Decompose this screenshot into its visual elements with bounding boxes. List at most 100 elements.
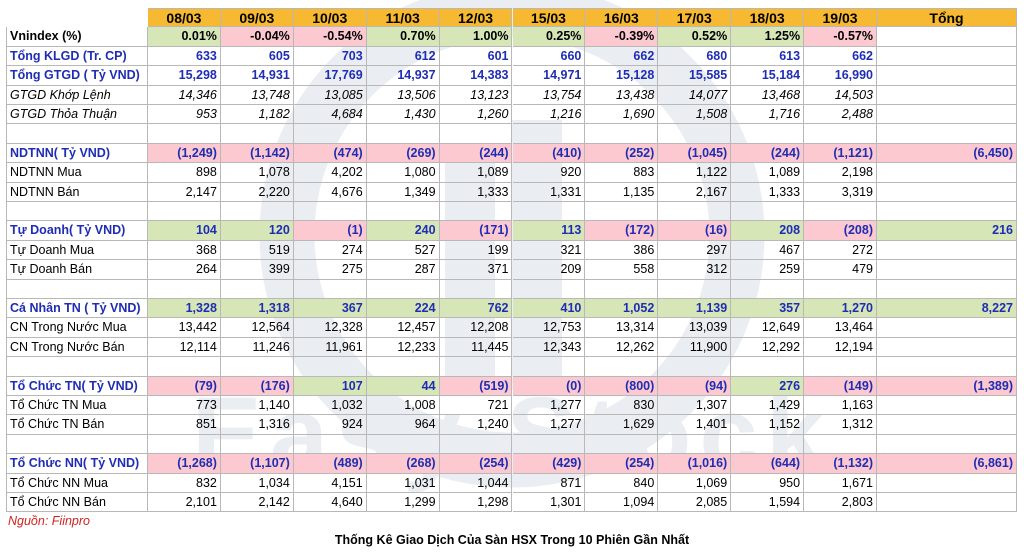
row-label: Tổng KLGD (Tr. CP) [6, 46, 148, 67]
value-cell: 13,314 [585, 318, 659, 338]
row-label: CN Trong Nước Mua [6, 318, 148, 338]
row-label: GTGD Thỏa Thuận [6, 105, 148, 125]
value-cell: 1,031 [366, 473, 440, 493]
value-cell: 12,208 [439, 318, 513, 338]
value-cell: 0.52% [658, 27, 732, 47]
table-row: NDTNN Bán 2,147 2,220 4,676 1,349 1,333 1,331 1… [6, 182, 1017, 202]
value-cell [731, 279, 805, 299]
value-cell: 367 [293, 299, 367, 319]
table-row [6, 124, 1017, 144]
value-cell: 12,564 [220, 318, 294, 338]
value-cell: 1,034 [220, 473, 294, 493]
trading-stats-table: 08/03 09/03 10/03 11/03 12/03 15/03 16/03 17/03… [6, 8, 1017, 513]
value-cell: 240 [366, 221, 440, 241]
value-cell: 924 [293, 415, 367, 435]
value-cell [293, 434, 367, 455]
value-cell: 1,331 [512, 182, 586, 202]
header-date: 18/03 [731, 8, 805, 28]
value-cell [220, 279, 294, 299]
row-label [6, 357, 148, 377]
header-date: 19/03 [804, 8, 877, 28]
value-cell: 15,184 [731, 66, 805, 86]
value-cell: 297 [658, 240, 732, 261]
value-cell [658, 434, 732, 455]
value-cell: 13,468 [731, 85, 805, 105]
value-cell: 1,316 [220, 415, 294, 435]
value-cell: 13,123 [439, 85, 513, 105]
value-cell: 1,349 [366, 182, 440, 202]
value-cell: 4,151 [293, 473, 367, 493]
value-cell: 4,202 [293, 163, 367, 183]
value-cell: 662 [804, 46, 877, 67]
row-label [6, 279, 148, 299]
table-row: Vnindex (%) 0.01% -0.04% -0.54% 0.70% 1.00% 0.… [6, 27, 1017, 47]
value-cell: 920 [512, 163, 586, 183]
value-cell: 14,503 [804, 85, 877, 105]
total-cell: (6,450) [877, 143, 1017, 164]
value-cell: -0.57% [804, 27, 877, 47]
total-cell [877, 396, 1017, 416]
value-cell: 12,262 [585, 337, 659, 358]
value-cell: 558 [585, 260, 659, 280]
row-label: Tổ Chức TN Bán [6, 415, 148, 435]
total-cell [877, 105, 1017, 125]
row-label: Tự Doanh( Tỷ VND) [6, 221, 148, 241]
value-cell [804, 124, 877, 144]
value-cell: 1,333 [439, 182, 513, 202]
value-cell: 1,122 [658, 163, 732, 183]
value-cell: (172) [585, 221, 659, 241]
value-cell [366, 124, 440, 144]
value-cell: 605 [220, 46, 294, 67]
value-cell: 16,990 [804, 66, 877, 86]
value-cell: 264 [148, 260, 221, 280]
value-cell: (79) [148, 376, 221, 396]
value-cell [585, 434, 659, 455]
total-cell [877, 279, 1017, 299]
value-cell [148, 434, 221, 455]
value-cell [439, 279, 513, 299]
value-cell: 2,142 [220, 493, 294, 513]
value-cell: (474) [293, 143, 367, 164]
total-cell [877, 27, 1017, 47]
total-cell [877, 260, 1017, 280]
value-cell: 11,961 [293, 337, 367, 358]
value-cell: (171) [439, 221, 513, 241]
value-cell: (1,016) [658, 454, 732, 474]
value-cell: 208 [731, 221, 805, 241]
value-cell: (1,107) [220, 454, 294, 474]
value-cell: 44 [366, 376, 440, 396]
table-row: NDTNN( Tỷ VND) (1,249) (1,142) (474) (269) (2… [6, 143, 1017, 164]
value-cell: 386 [585, 240, 659, 261]
row-label: NDTNN Bán [6, 182, 148, 202]
row-label: Tổ Chức NN Bán [6, 493, 148, 513]
header-date: 15/03 [512, 8, 586, 28]
value-cell: 120 [220, 221, 294, 241]
table-row: Tổ Chức TN( Tỷ VND) (79) (176) 107 44 (519) (0… [6, 376, 1017, 396]
value-cell: 4,676 [293, 182, 367, 202]
table-row: GTGD Khớp Lệnh 14,346 13,748 13,085 13,506 13… [6, 85, 1017, 105]
total-cell: 8,227 [877, 299, 1017, 319]
value-cell: 1,240 [439, 415, 513, 435]
value-cell: (800) [585, 376, 659, 396]
value-cell: 1,277 [512, 415, 586, 435]
value-cell: (16) [658, 221, 732, 241]
value-cell: 12,194 [804, 337, 877, 358]
value-cell [439, 124, 513, 144]
value-cell: 12,343 [512, 337, 586, 358]
value-cell: (489) [293, 454, 367, 474]
value-cell: 276 [731, 376, 805, 396]
row-label: NDTNN( Tỷ VND) [6, 143, 148, 164]
value-cell [658, 202, 732, 222]
value-cell [148, 279, 221, 299]
value-cell: 1,139 [658, 299, 732, 319]
value-cell: 1,318 [220, 299, 294, 319]
value-cell: 11,445 [439, 337, 513, 358]
header-date: 11/03 [366, 8, 440, 28]
value-cell: (244) [439, 143, 513, 164]
value-cell: 2,101 [148, 493, 221, 513]
value-cell: -0.54% [293, 27, 367, 47]
value-cell [148, 357, 221, 377]
value-cell: 2,198 [804, 163, 877, 183]
value-cell: 357 [731, 299, 805, 319]
value-cell: 199 [439, 240, 513, 261]
